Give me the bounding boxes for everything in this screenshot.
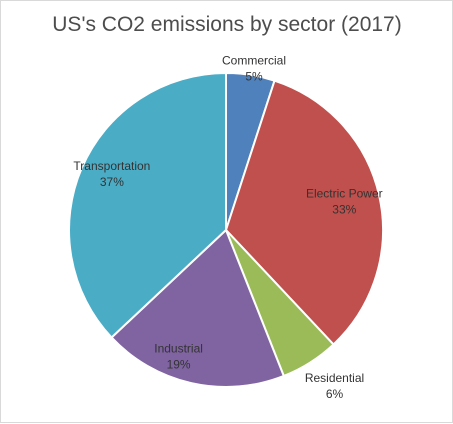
slice-value-residential: 6% [326, 387, 344, 401]
slice-label-residential: Residential [305, 371, 364, 385]
slice-label-commercial: Commercial [222, 54, 286, 68]
slice-electric-power [225, 79, 384, 346]
slice-industrial [110, 229, 285, 388]
slice-value-industrial: 19% [167, 358, 191, 372]
slice-label-industrial: Industrial [154, 342, 203, 356]
chart-title: US's CO2 emissions by sector (2017) [52, 13, 401, 36]
slice-label-electric-power: Electric Power [306, 186, 383, 200]
slice-value-transportation: 37% [100, 175, 124, 189]
slice-label-transportation: Transportation [73, 159, 150, 173]
slice-value-commercial: 5% [245, 70, 263, 84]
slice-value-electric-power: 33% [332, 202, 356, 216]
slice-transportation [68, 72, 227, 339]
pie-labels: Commercial 5% Electric Power 33% Residential… [73, 54, 382, 401]
pie-slices [68, 72, 384, 388]
